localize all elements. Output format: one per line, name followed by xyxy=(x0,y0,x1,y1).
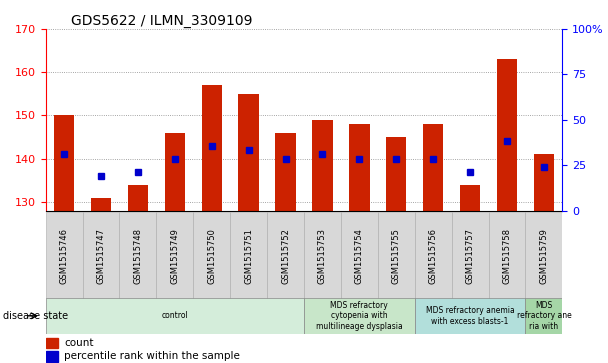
Text: GSM1515753: GSM1515753 xyxy=(318,228,327,284)
Text: GSM1515756: GSM1515756 xyxy=(429,228,438,284)
Bar xyxy=(54,115,74,211)
Bar xyxy=(46,338,58,348)
Bar xyxy=(91,197,111,211)
Text: percentile rank within the sample: percentile rank within the sample xyxy=(64,351,240,362)
Bar xyxy=(313,120,333,211)
FancyBboxPatch shape xyxy=(46,212,83,299)
FancyBboxPatch shape xyxy=(452,212,489,299)
Bar xyxy=(238,94,259,211)
FancyBboxPatch shape xyxy=(525,298,562,334)
FancyBboxPatch shape xyxy=(415,298,525,334)
FancyBboxPatch shape xyxy=(119,212,156,299)
Text: MDS refractory
cytopenia with
multilineage dysplasia: MDS refractory cytopenia with multilinea… xyxy=(316,301,402,331)
FancyBboxPatch shape xyxy=(525,212,562,299)
FancyBboxPatch shape xyxy=(193,212,230,299)
FancyBboxPatch shape xyxy=(230,212,267,299)
FancyBboxPatch shape xyxy=(267,212,304,299)
Bar xyxy=(202,85,222,211)
Text: GSM1515755: GSM1515755 xyxy=(392,228,401,284)
FancyBboxPatch shape xyxy=(341,212,378,299)
Text: MDS
refractory ane
ria with: MDS refractory ane ria with xyxy=(517,301,572,331)
Text: GSM1515751: GSM1515751 xyxy=(244,228,253,284)
Text: disease state: disease state xyxy=(3,311,68,321)
Text: GSM1515750: GSM1515750 xyxy=(207,228,216,284)
FancyBboxPatch shape xyxy=(378,212,415,299)
Text: GSM1515748: GSM1515748 xyxy=(133,228,142,284)
Text: GDS5622 / ILMN_3309109: GDS5622 / ILMN_3309109 xyxy=(72,14,253,28)
Text: control: control xyxy=(162,311,188,320)
FancyBboxPatch shape xyxy=(156,212,193,299)
FancyBboxPatch shape xyxy=(304,298,415,334)
FancyBboxPatch shape xyxy=(83,212,119,299)
Text: GSM1515757: GSM1515757 xyxy=(466,228,475,284)
Bar xyxy=(497,59,517,211)
Bar xyxy=(46,351,58,362)
FancyBboxPatch shape xyxy=(46,298,304,334)
Bar xyxy=(534,154,554,211)
Text: GSM1515746: GSM1515746 xyxy=(60,228,69,284)
Text: GSM1515749: GSM1515749 xyxy=(170,228,179,284)
Text: GSM1515759: GSM1515759 xyxy=(539,228,548,284)
Text: GSM1515747: GSM1515747 xyxy=(97,228,105,284)
Text: GSM1515752: GSM1515752 xyxy=(281,228,290,284)
Text: MDS refractory anemia
with excess blasts-1: MDS refractory anemia with excess blasts… xyxy=(426,306,514,326)
Text: GSM1515758: GSM1515758 xyxy=(503,228,511,284)
Bar xyxy=(275,133,295,211)
Text: count: count xyxy=(64,338,94,348)
FancyBboxPatch shape xyxy=(304,212,341,299)
Text: GSM1515754: GSM1515754 xyxy=(355,228,364,284)
Bar xyxy=(165,133,185,211)
Bar xyxy=(128,185,148,211)
Bar xyxy=(386,137,406,211)
Bar xyxy=(349,124,370,211)
Bar xyxy=(423,124,443,211)
FancyBboxPatch shape xyxy=(415,212,452,299)
Bar xyxy=(460,185,480,211)
FancyBboxPatch shape xyxy=(489,212,525,299)
